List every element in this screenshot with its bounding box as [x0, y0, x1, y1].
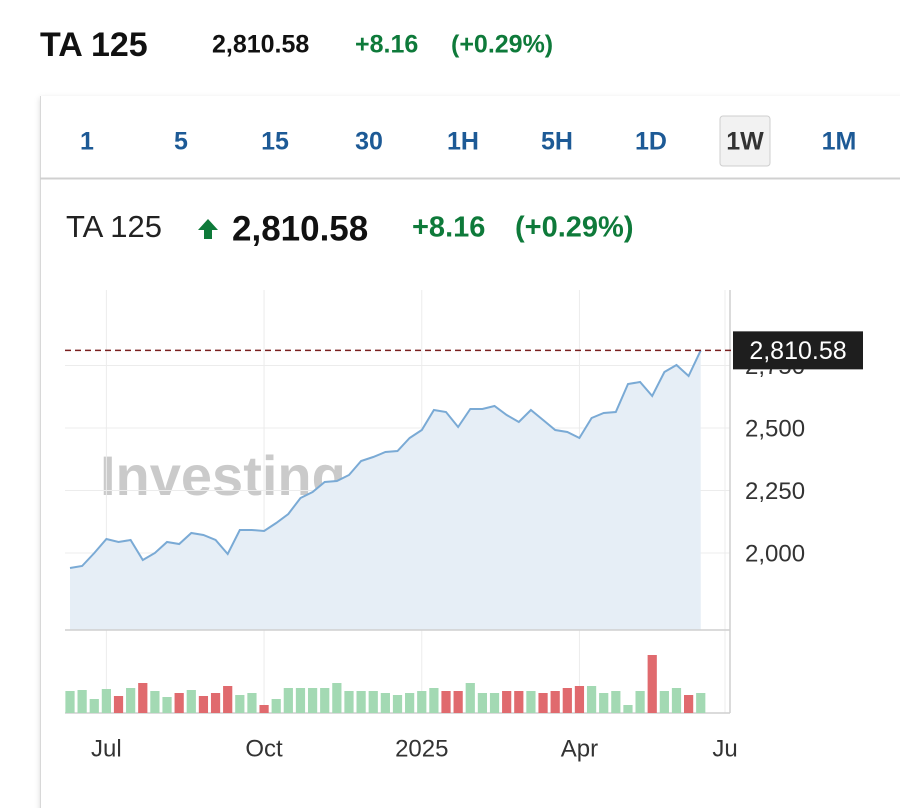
legend-name: TA 125 [66, 209, 162, 244]
quote-price: 2,810.58 [212, 31, 309, 59]
volume-bar [599, 693, 609, 713]
tab[interactable]: 1M [822, 128, 857, 156]
y-tick-label: 2,000 [745, 540, 805, 567]
volume-bar [417, 691, 427, 713]
volume-bar [405, 693, 415, 713]
volume-bar [295, 688, 306, 713]
volume-bar [380, 693, 390, 713]
volume-bar [635, 691, 645, 713]
tab[interactable]: 1H [447, 128, 479, 156]
legend-change: +8.16 [412, 212, 485, 244]
volume-bar [356, 691, 366, 713]
volume-bar [465, 683, 475, 713]
volume-bar [647, 655, 657, 713]
volume-bar [113, 696, 124, 713]
y-tick-label: 2,250 [745, 478, 805, 505]
volume-bar [441, 691, 451, 713]
volume-bar [671, 688, 682, 713]
legend-price: 2,810.58 [232, 209, 368, 248]
volume-bar [101, 689, 111, 713]
volume-bar [514, 691, 524, 713]
volume-bar [344, 691, 354, 713]
volume-bar [611, 691, 621, 713]
active-tab [719, 115, 771, 167]
volume-bar [174, 693, 184, 713]
quote-name: TA 125 [40, 26, 148, 64]
volume-bar [368, 691, 378, 713]
tab[interactable]: 1D [635, 128, 667, 156]
line [69, 349, 702, 569]
volume-bar [126, 688, 136, 713]
tab[interactable]: 5H [541, 128, 573, 156]
volume-bar [502, 691, 512, 713]
volume-bar [77, 690, 87, 713]
legend-percent: (+0.29%) [515, 212, 633, 244]
tab[interactable]: 30 [355, 128, 383, 156]
x-tick-label: Ju [712, 735, 737, 762]
volume-bar [259, 705, 269, 713]
volume-bar [550, 691, 560, 713]
volume-bar [89, 699, 99, 713]
volume-bar [429, 688, 439, 713]
volume-bar [307, 688, 318, 713]
volume-bar [332, 683, 342, 713]
price-label: 2,810.58 [749, 337, 846, 365]
volume-bar [586, 686, 597, 713]
tab[interactable]: 15 [261, 128, 289, 156]
volume-bar [562, 688, 572, 713]
volume-bar [186, 690, 196, 713]
volume-bar [320, 688, 330, 713]
volume-bar [489, 693, 500, 713]
volume-bar [138, 683, 148, 713]
volume-bar [684, 695, 694, 713]
plot: Investing.comJulOct2025AprJu2,0002,2502,… [65, 290, 863, 762]
price-label-box [733, 331, 863, 370]
timeframe-tabs: 1 5 15 30 1H 5H 1D 1W 1M [80, 115, 857, 167]
volume-bar [696, 693, 706, 713]
volume-bar [198, 696, 209, 713]
volume-bar [283, 688, 293, 713]
volume-bar [574, 686, 585, 713]
volume-bar [210, 693, 221, 713]
volume-bar [477, 693, 488, 713]
tab[interactable]: 1W [726, 128, 764, 156]
volume-bar [223, 686, 233, 713]
tab[interactable]: 1 [80, 128, 94, 156]
x-tick-label: Jul [91, 735, 122, 762]
volume-bar [623, 705, 633, 713]
volume-bar [247, 693, 257, 713]
volume-bar [271, 699, 281, 713]
volume-bar [162, 697, 172, 713]
volume-bar [65, 691, 75, 713]
volume-bar [150, 691, 160, 713]
quote-change: +8.16 [355, 31, 418, 59]
x-tick-label: 2025 [395, 735, 448, 762]
y-tick-label: 2,500 [745, 415, 805, 442]
volume-bar [538, 693, 548, 713]
tab[interactable]: 5 [174, 128, 188, 156]
x-tick-label: Oct [245, 735, 283, 762]
volume-bar [526, 691, 536, 713]
volume-bar [235, 695, 245, 713]
volume-bar [392, 695, 403, 713]
up-arrow [198, 219, 218, 239]
quote-percent: (+0.29%) [451, 31, 553, 59]
x-tick-label: Apr [561, 735, 598, 762]
volume-bar [453, 691, 463, 713]
volume-bar [659, 691, 669, 713]
